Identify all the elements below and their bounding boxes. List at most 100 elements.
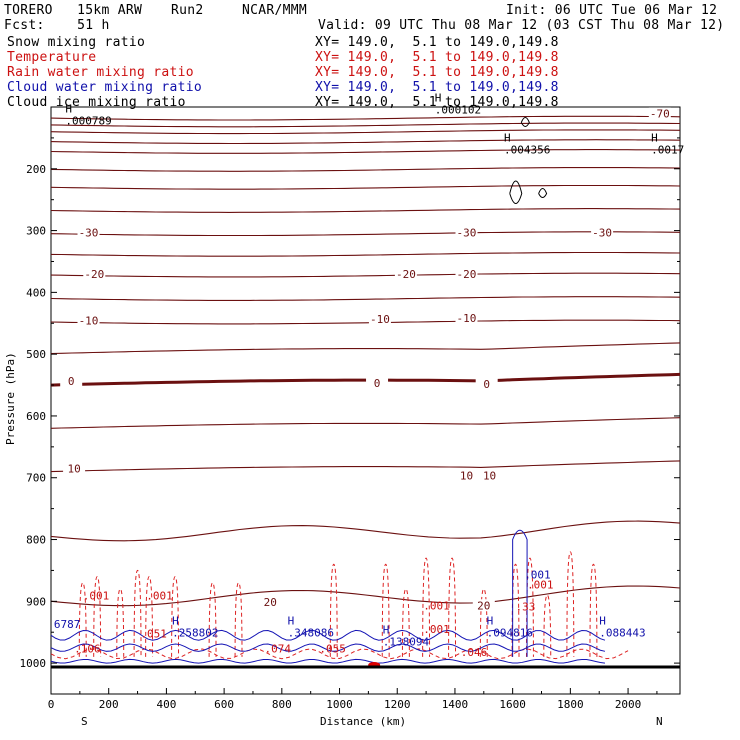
maximum-value: .258802: [172, 627, 218, 640]
maximum-mark: H: [65, 102, 72, 115]
x-tick-label: 200: [99, 698, 119, 711]
legend-cloud-ice: Cloud ice mixing ratio: [7, 95, 186, 110]
temperature-label: -70: [650, 107, 670, 120]
rain-contour: [589, 563, 598, 657]
maximum-value: .33: [516, 601, 536, 614]
maximum-mark: H: [599, 615, 606, 628]
rain-contour: [78, 582, 87, 657]
isotherm-line: [50, 139, 681, 145]
maximum-mark: H: [288, 615, 295, 628]
maximum-mark: H: [435, 91, 442, 104]
temperature-label: 10: [483, 470, 496, 483]
rain-contour: [422, 557, 431, 657]
maximum-mark: H: [172, 615, 179, 628]
legend-snow-xy: XY= 149.0, 5.1 to 149.0,149.8: [315, 35, 559, 50]
temperature-label-bg: [455, 311, 478, 324]
rain-contour: [448, 557, 457, 657]
maximum-value: .046: [461, 646, 488, 659]
legend-cloud-ice-xy: XY= 149.0, 5.1 to 149.0,149.8: [315, 95, 559, 110]
maximum-value: .348086: [288, 627, 334, 640]
isotherm-line: [50, 129, 681, 135]
rain-contour: [511, 563, 520, 657]
temperature-label-bg: [60, 374, 83, 387]
isotherm-line: [50, 184, 681, 190]
x-tick-label: 600: [214, 698, 234, 711]
isotherm-line: [50, 460, 681, 473]
legend-rain: Rain water mixing ratio: [7, 65, 194, 80]
temperature-label-bg: [455, 469, 478, 482]
maximum-mark: H: [504, 131, 511, 144]
temperature-label: 10: [460, 470, 473, 483]
y-tick-label: 600: [26, 410, 46, 423]
isotherm-line: [50, 296, 681, 301]
legend-cloud-water: Cloud water mixing ratio: [7, 80, 203, 95]
maximum-value: .000789: [65, 114, 111, 127]
ice-contour: [509, 180, 523, 205]
temperature-label-bg: [259, 596, 282, 609]
maximum-value: .001: [146, 590, 173, 603]
run-label: Run2: [171, 3, 204, 18]
x-tick-label: 1000: [326, 698, 353, 711]
temperature-label: 0: [483, 378, 490, 391]
temperature-label-bg: [472, 599, 495, 612]
rain-contour: [93, 576, 102, 657]
maximum-value: .074: [265, 643, 292, 656]
cloud-water-contour: [50, 658, 606, 664]
legend-cloud-water-xy: XY= 149.0, 5.1 to 149.0,149.8: [315, 80, 559, 95]
legend-temperature-xy: XY= 149.0, 5.1 to 149.0,149.8: [315, 50, 559, 65]
forecast-hour: Fcst: 51 h: [4, 18, 110, 33]
maximum-value: .001: [423, 599, 450, 612]
temperature-label-bg: [478, 469, 501, 482]
legend-rain-xy: XY= 149.0, 5.1 to 149.0,149.8: [315, 65, 559, 80]
temperature-label-bg: [63, 462, 86, 475]
isotherm-line: [50, 167, 681, 172]
model-title: TORERO 15km ARW: [4, 3, 143, 18]
maximum-value: 6787: [54, 618, 81, 631]
temperature-label-bg: [648, 107, 671, 120]
isotherm-line: [50, 272, 681, 278]
rain-contour: [543, 594, 552, 657]
temperature-label: 10: [67, 463, 80, 476]
org-label: NCAR/MMM: [242, 3, 308, 18]
x-tick-label: 800: [272, 698, 292, 711]
init-time: Init: 06 UTC Tue 06 Mar 12: [506, 3, 718, 18]
isotherm-line: [50, 417, 681, 429]
temperature-label-bg: [368, 313, 391, 326]
maximum-value: .088443: [599, 627, 645, 640]
ice-contour: [520, 116, 530, 127]
maximum-value: .000102: [435, 103, 481, 116]
x-tick-label: 1200: [384, 698, 411, 711]
temperature-label: -30: [457, 227, 477, 240]
maximum-value: .051: [140, 627, 167, 640]
temperature-label-bg: [366, 376, 389, 389]
rain-contour: [171, 576, 180, 657]
maximum-value: .001: [524, 569, 551, 582]
rain-contour: [234, 582, 243, 657]
temperature-label: -20: [84, 268, 104, 281]
rain-contour: [133, 569, 142, 657]
temperature-label-bg: [475, 378, 498, 391]
temperature-label: -30: [592, 227, 612, 240]
x-tick-label: 2000: [615, 698, 642, 711]
maximum-value: .001: [527, 578, 554, 591]
y-tick-label: 900: [26, 595, 46, 608]
plot-frame: [50, 106, 681, 695]
temperature-label: -10: [457, 312, 477, 325]
isotherm-line: [50, 122, 681, 128]
ice-contour: [538, 188, 548, 198]
isotherm-line: [50, 208, 681, 213]
maximum-value: .138094: [383, 635, 430, 648]
isotherm-line: [50, 115, 681, 121]
legend-temperature: Temperature: [7, 50, 97, 65]
maximum-mark: H: [651, 131, 658, 144]
isotherm-line: [50, 372, 681, 387]
isotherm-line: [50, 251, 681, 257]
y-tick-label: 300: [26, 225, 46, 238]
temperature-label: 0: [374, 377, 381, 390]
maximum-value: .094816: [487, 627, 533, 640]
temperature-label: -10: [79, 314, 99, 327]
isotherm-line: [50, 319, 681, 325]
x-tick-label: 0: [48, 698, 55, 711]
y-tick-label: 700: [26, 472, 46, 485]
